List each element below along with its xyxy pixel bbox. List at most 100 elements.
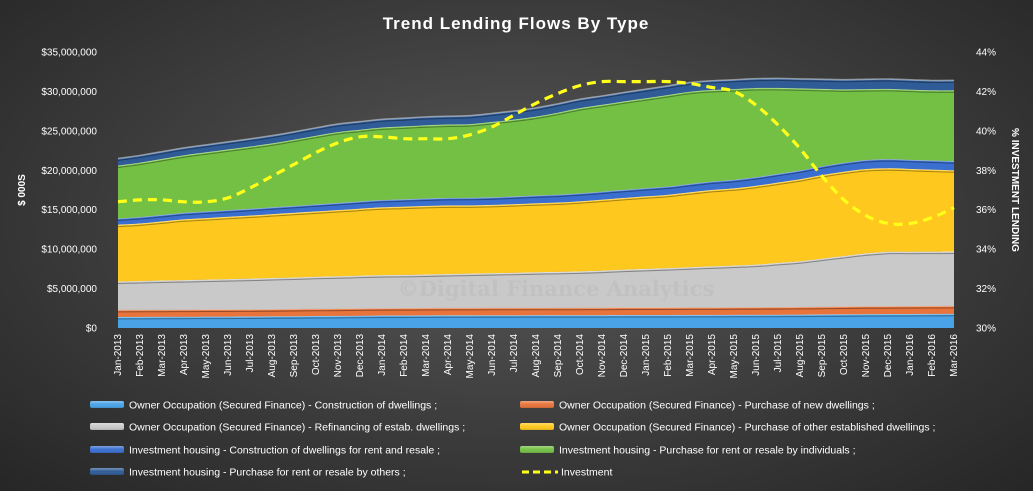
y-tick-label: $30,000,000 — [41, 87, 97, 98]
x-tick-label: Aug-2014 — [531, 334, 542, 378]
x-tick-label: Apr-2013 — [179, 334, 190, 376]
y-tick-label: $25,000,000 — [41, 126, 97, 137]
x-tick-label: Jan-2016 — [905, 334, 916, 376]
area-fill-7 — [118, 78, 954, 166]
x-tick-label: Jun-2013 — [223, 334, 234, 376]
y2-axis-title: % INVESTMENT LENDING — [1009, 128, 1020, 252]
y2-tick-label: 34% — [976, 245, 996, 256]
y2-tick-label: 42% — [976, 87, 996, 98]
y-axis-left: $0 $5,000,000 $10,000,000 $15,000,000 $20,00… — [41, 48, 97, 335]
legend-swatch-sheen — [520, 446, 554, 453]
stacked-areas — [117, 77, 955, 328]
legend-item-8: Investment — [522, 467, 612, 479]
area-fill-6 — [118, 87, 954, 219]
y-tick-label: $0 — [86, 324, 98, 335]
x-tick-label: Feb-2015 — [663, 334, 674, 377]
x-tick-label: Oct-2014 — [575, 334, 586, 376]
y-axis-title: $ 000S — [17, 174, 28, 206]
legend-item-1: Owner Occupation (Secured Finance) - Con… — [90, 400, 437, 412]
legend-label: Owner Occupation (Secured Finance) - Pur… — [559, 400, 875, 412]
legend-swatch-sheen — [90, 423, 124, 430]
x-tick-label: Dec-2013 — [355, 334, 366, 378]
area-fill-3 — [118, 251, 954, 310]
y-tick-label: $10,000,000 — [41, 245, 97, 256]
legend-swatch-sheen — [90, 468, 124, 475]
x-tick-label: Nov-2013 — [333, 334, 344, 378]
x-tick-label: Feb-2016 — [927, 334, 938, 377]
area-series-7 — [117, 77, 955, 166]
x-tick-label: Mar-2016 — [949, 334, 960, 377]
area-shadow-6 — [117, 89, 955, 169]
legend-item-5: Investment housing - Construction of dwe… — [90, 445, 440, 457]
x-tick-label: Oct-2015 — [839, 334, 850, 376]
legend: Owner Occupation (Secured Finance) - Con… — [90, 400, 935, 479]
y2-tick-label: 32% — [976, 284, 996, 295]
area-fill-4 — [118, 168, 954, 282]
legend-item-4: Owner Occupation (Secured Finance) - Pur… — [520, 422, 935, 434]
y2-tick-label: 30% — [976, 324, 996, 335]
x-tick-label: May-2013 — [201, 334, 212, 379]
legend-item-7: Investment housing - Purchase for rent o… — [90, 467, 406, 479]
x-tick-label: Sep-2015 — [817, 334, 828, 378]
x-tick-label: Nov-2014 — [597, 334, 608, 378]
x-tick-label: Oct-2013 — [311, 334, 322, 376]
x-tick-label: Jan-2013 — [113, 334, 124, 376]
y-tick-label: $35,000,000 — [41, 48, 97, 59]
investment-line-layer — [117, 79, 955, 226]
chart-title: Trend Lending Flows By Type — [383, 14, 650, 33]
legend-swatch-sheen — [90, 401, 124, 408]
legend-swatch-sheen — [520, 401, 554, 408]
x-tick-label: Aug-2015 — [795, 334, 806, 378]
area-edge-7 — [117, 77, 955, 160]
legend-swatch-sheen — [520, 423, 554, 430]
legend-swatch-sheen — [90, 446, 124, 453]
legend-item-6: Investment housing - Purchase for rent o… — [520, 445, 855, 457]
x-tick-label: Jul-2014 — [509, 334, 520, 373]
x-tick-label: Apr-2014 — [443, 334, 454, 376]
x-tick-label: Dec-2015 — [883, 334, 894, 378]
y-tick-label: $15,000,000 — [41, 205, 97, 216]
x-axis: Jan-2013 Feb-2013 Mar-2013 Apr-2013 May-2013… — [113, 334, 960, 379]
y2-tick-label: 44% — [976, 48, 996, 59]
area-shadow-7 — [117, 79, 955, 161]
area-shadow-1 — [117, 315, 955, 320]
legend-label: Investment — [561, 467, 612, 479]
x-tick-label: Aug-2013 — [267, 334, 278, 378]
area-fill-5 — [118, 159, 954, 225]
x-tick-label: Jun-2015 — [751, 334, 762, 376]
x-tick-label: Sep-2013 — [289, 334, 300, 378]
legend-label: Owner Occupation (Secured Finance) - Ref… — [129, 422, 465, 434]
x-tick-label: May-2014 — [465, 334, 476, 379]
x-tick-label: Jul-2013 — [245, 334, 256, 373]
y2-tick-label: 38% — [976, 166, 996, 177]
legend-label: Investment housing - Purchase for rent o… — [129, 467, 406, 479]
y2-tick-label: 36% — [976, 205, 996, 216]
legend-label: Investment housing - Construction of dwe… — [129, 445, 440, 457]
y-axis-right: 30% 32% 34% 36% 38% 40% 42% 44% — [976, 48, 996, 335]
x-tick-label: Feb-2013 — [135, 334, 146, 377]
x-tick-label: Jun-2014 — [487, 334, 498, 376]
x-tick-label: May-2015 — [729, 334, 740, 379]
legend-label: Owner Occupation (Secured Finance) - Con… — [129, 400, 437, 412]
investment-line — [117, 79, 955, 226]
y2-tick-label: 40% — [976, 126, 996, 137]
x-tick-label: Jan-2014 — [377, 334, 388, 376]
x-tick-label: Mar-2015 — [685, 334, 696, 377]
y-tick-label: $5,000,000 — [47, 284, 97, 295]
legend-label: Investment housing - Purchase for rent o… — [559, 445, 855, 457]
legend-item-2: Owner Occupation (Secured Finance) - Pur… — [520, 400, 875, 412]
y-tick-label: $20,000,000 — [41, 166, 97, 177]
area-shadow-2 — [117, 307, 955, 313]
x-tick-label: Apr-2015 — [707, 334, 718, 376]
x-tick-label: Sep-2014 — [553, 334, 564, 378]
x-tick-label: Feb-2014 — [399, 334, 410, 377]
x-tick-label: Jul-2015 — [773, 334, 784, 373]
watermark-text: ©Digital Finance Analytics — [398, 276, 715, 301]
x-tick-label: Jan-2015 — [641, 334, 652, 376]
legend-item-3: Owner Occupation (Secured Finance) - Ref… — [90, 422, 465, 434]
area-fill-1 — [118, 313, 954, 328]
x-tick-label: Dec-2014 — [619, 334, 630, 378]
area-shadow-4 — [117, 169, 955, 228]
